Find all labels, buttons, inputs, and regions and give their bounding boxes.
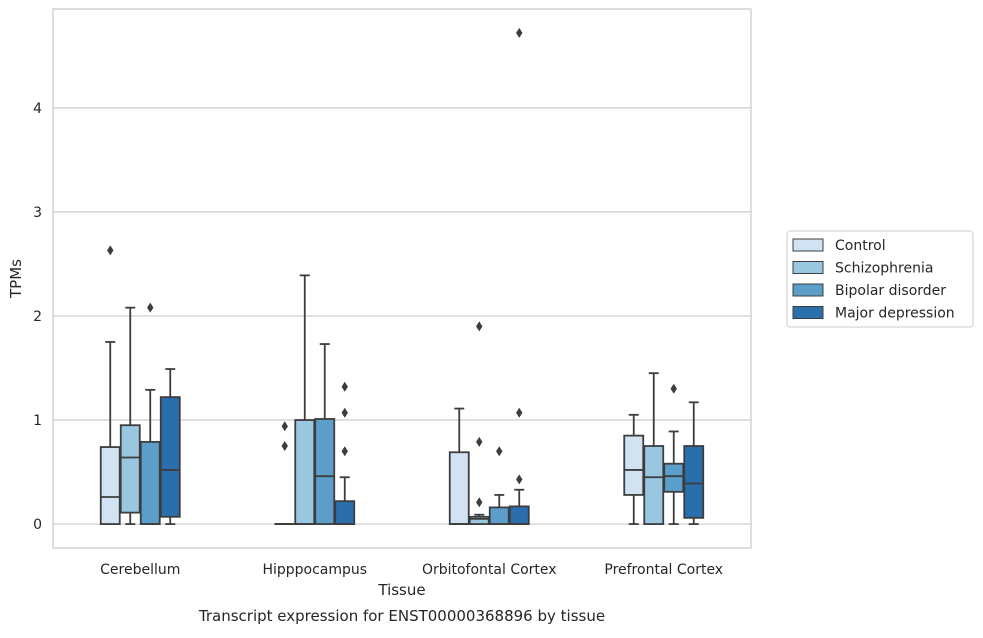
outlier-point (476, 497, 482, 507)
box-plot-box (335, 382, 354, 524)
box-plot-box (644, 373, 663, 524)
box-body (450, 452, 469, 524)
y-tick-label: 2 (33, 309, 42, 325)
outlier-point (147, 303, 153, 313)
legend-label: Control (835, 238, 886, 254)
box-plot-box (275, 421, 294, 524)
chart-caption: Transcript expression for ENST0000036889… (198, 607, 605, 625)
box-body (664, 464, 683, 492)
box-plot-box (141, 303, 160, 524)
box-body (624, 436, 643, 495)
legend: Control Schizophrenia Bipolar disorder Majo… (787, 231, 973, 327)
box-body (101, 447, 120, 524)
outlier-point (282, 421, 288, 431)
box-plot-box (510, 28, 529, 524)
box-plot-box (295, 275, 314, 524)
outlier-point (496, 446, 502, 456)
box-plot-box (315, 344, 334, 524)
box-body (295, 420, 314, 524)
box-body (470, 517, 489, 524)
y-tick-label: 4 (33, 101, 42, 117)
y-tick-label: 3 (33, 205, 42, 221)
x-tick-label: Cerebellum (100, 562, 180, 578)
box-plot-box (161, 369, 180, 524)
category-group (450, 28, 529, 524)
outlier-point (476, 437, 482, 447)
box-plot-box (101, 245, 120, 524)
x-tick-label: Prefrontal Cortex (604, 562, 723, 578)
box-plot-box (470, 321, 489, 524)
x-tick-label: Orbitofontal Cortex (422, 562, 557, 578)
outlier-point (107, 245, 113, 255)
category-group (624, 373, 703, 524)
box-plot-box (450, 409, 469, 525)
box-body (644, 446, 663, 524)
legend-label: Schizophrenia (835, 261, 933, 277)
box-plot-box (490, 446, 509, 524)
outlier-point (516, 28, 522, 38)
box-body (315, 419, 334, 524)
outlier-point (516, 474, 522, 484)
legend-swatch (793, 239, 823, 251)
x-axis-label: Tissue (377, 581, 425, 599)
box-body (335, 501, 354, 524)
category-group (275, 275, 354, 524)
outlier-point (342, 382, 348, 392)
box-body (510, 506, 529, 524)
outlier-point (282, 441, 288, 451)
legend-swatch (793, 284, 823, 296)
outlier-point (516, 408, 522, 418)
box-groups (101, 28, 704, 524)
legend-swatch (793, 262, 823, 274)
box-plot-box (121, 308, 140, 524)
outlier-point (671, 384, 677, 394)
y-tick-label: 1 (33, 413, 42, 429)
outlier-point (476, 321, 482, 331)
legend-label: Major depression (835, 306, 955, 322)
box-body (490, 507, 509, 524)
y-axis-label: TPMs (7, 259, 25, 299)
y-tick-label: 0 (33, 517, 42, 533)
box-plot-box (624, 415, 643, 524)
box-body (161, 397, 180, 517)
legend-swatch (793, 307, 823, 319)
box-body (121, 425, 140, 512)
outlier-point (342, 408, 348, 418)
box-body (684, 446, 703, 518)
outlier-point (342, 446, 348, 456)
box-plot-box (664, 384, 683, 524)
x-tick-label: Hipppocampus (262, 562, 367, 578)
legend-label: Bipolar disorder (835, 283, 946, 299)
box-body (141, 442, 160, 524)
category-group (101, 245, 180, 524)
